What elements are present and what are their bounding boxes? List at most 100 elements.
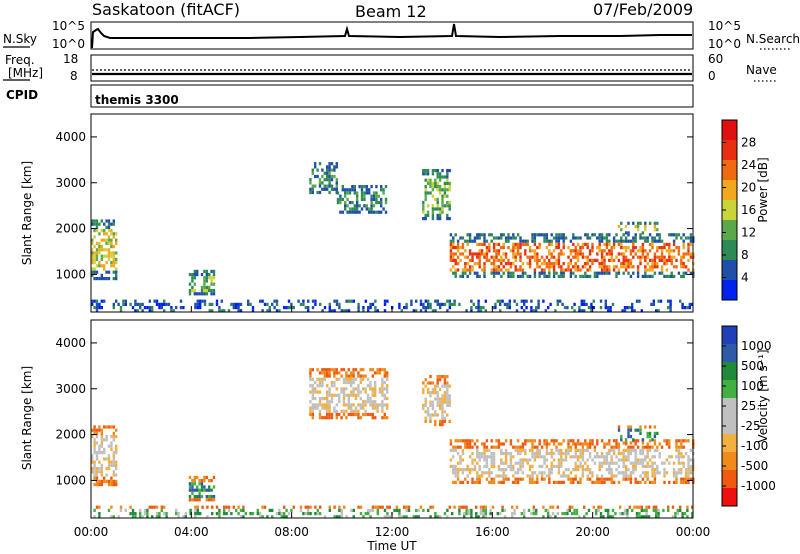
heatmap-cell	[357, 309, 360, 313]
heatmap-cell	[452, 468, 455, 472]
heatmap-cell	[655, 505, 658, 509]
heatmap-cell	[151, 515, 154, 519]
heatmap-cell	[677, 252, 681, 256]
heatmap-cell	[514, 258, 517, 262]
heatmap-cell	[348, 207, 352, 211]
heatmap-cell	[645, 508, 648, 512]
heatmap-cell	[490, 262, 493, 266]
heatmap-cell	[115, 473, 118, 477]
heatmap-cell	[107, 508, 111, 512]
heatmap-cell	[333, 368, 336, 372]
heatmap-cell	[567, 439, 570, 443]
heatmap-cell	[95, 254, 99, 258]
heatmap-cell	[473, 468, 477, 472]
heatmap-cell	[494, 302, 497, 306]
heatmap-cell	[531, 464, 534, 468]
heatmap-cell	[672, 461, 676, 465]
heatmap-cell	[98, 425, 101, 429]
heatmap-cell	[375, 197, 378, 201]
heatmap-cell	[608, 442, 611, 446]
heatmap-cell	[629, 274, 633, 278]
heatmap-cell	[353, 191, 356, 195]
heatmap-cell	[443, 400, 447, 404]
heatmap-cell	[107, 235, 111, 239]
heatmap-cell	[574, 477, 577, 481]
heatmap-cell	[608, 242, 611, 246]
heatmap-cell	[531, 236, 534, 240]
heatmap-cell	[323, 184, 326, 188]
heatmap-cell	[103, 299, 106, 303]
heatmap-cell	[220, 309, 223, 313]
heatmap-cell	[345, 377, 348, 381]
heatmap-cell	[275, 299, 279, 303]
heatmap-cell	[632, 249, 635, 253]
heatmap-cell	[98, 467, 101, 471]
heatmap-cell	[93, 306, 96, 310]
heatmap-cell	[568, 508, 571, 512]
heatmap-cell	[357, 505, 360, 509]
heatmap-cell	[350, 377, 353, 381]
heatmap-cell	[497, 474, 501, 478]
heatmap-cell	[471, 445, 474, 449]
heatmap-cell	[644, 464, 647, 468]
heatmap-cell	[526, 255, 529, 259]
heatmap-cell	[646, 452, 649, 456]
heatmap-cell	[586, 242, 589, 246]
heatmap-cell	[634, 439, 637, 443]
heatmap-cell	[415, 309, 418, 313]
heatmap-cell	[531, 452, 534, 456]
heatmap-cell	[345, 374, 348, 378]
heatmap-cell	[593, 258, 597, 262]
heatmap-cell	[682, 477, 685, 481]
heatmap-cell	[562, 242, 565, 246]
heatmap-cell	[620, 242, 623, 246]
heatmap-cell	[483, 242, 486, 246]
heatmap-cell	[597, 508, 600, 512]
heatmap-cell	[617, 442, 621, 446]
heatmap-cell	[95, 483, 99, 487]
heatmap-cell	[545, 239, 549, 243]
colorbar-tick-label: 20	[741, 181, 756, 195]
heatmap-cell	[502, 265, 505, 269]
heatmap-cell	[436, 207, 439, 211]
heatmap-cell	[540, 271, 544, 275]
heatmap-cell	[443, 381, 447, 385]
heatmap-cell	[626, 512, 629, 516]
heatmap-cell	[658, 258, 661, 262]
heatmap-cell	[603, 236, 606, 240]
heatmap-cell	[321, 377, 324, 381]
heatmap-cell	[648, 464, 652, 468]
heatmap-cell	[110, 232, 113, 236]
heatmap-cell	[426, 391, 430, 395]
heatmap-cell	[384, 201, 388, 205]
heatmap-cell	[479, 309, 483, 313]
heatmap-cell	[338, 371, 341, 375]
heatmap-cell	[573, 508, 576, 512]
heatmap-cell	[490, 445, 493, 449]
heatmap-cell	[641, 249, 645, 253]
heatmap-cell	[610, 448, 613, 452]
heatmap-cell	[468, 268, 472, 272]
heatmap-cell	[689, 464, 693, 468]
heatmap-cell	[429, 515, 432, 519]
heatmap-cell	[112, 302, 115, 306]
heatmap-cell	[429, 413, 432, 417]
heatmap-cell	[193, 292, 196, 296]
heatmap-cell	[424, 194, 427, 198]
scatter-band	[91, 425, 118, 487]
heatmap-cell	[646, 471, 649, 475]
heatmap-cell	[426, 410, 430, 414]
heatmap-cell	[304, 306, 307, 310]
heatmap-cell	[578, 515, 581, 519]
heatmap-cell	[612, 236, 616, 240]
heatmap-cell	[663, 480, 666, 484]
heatmap-cell	[627, 455, 630, 459]
heatmap-cell	[93, 428, 96, 432]
heatmap-cell	[679, 299, 682, 303]
heatmap-cell	[172, 309, 175, 313]
heatmap-cell	[665, 274, 669, 278]
heatmap-cell	[193, 488, 196, 492]
heatmap-cell	[483, 445, 486, 449]
heatmap-cell	[468, 455, 472, 459]
heatmap-cell	[438, 210, 442, 214]
